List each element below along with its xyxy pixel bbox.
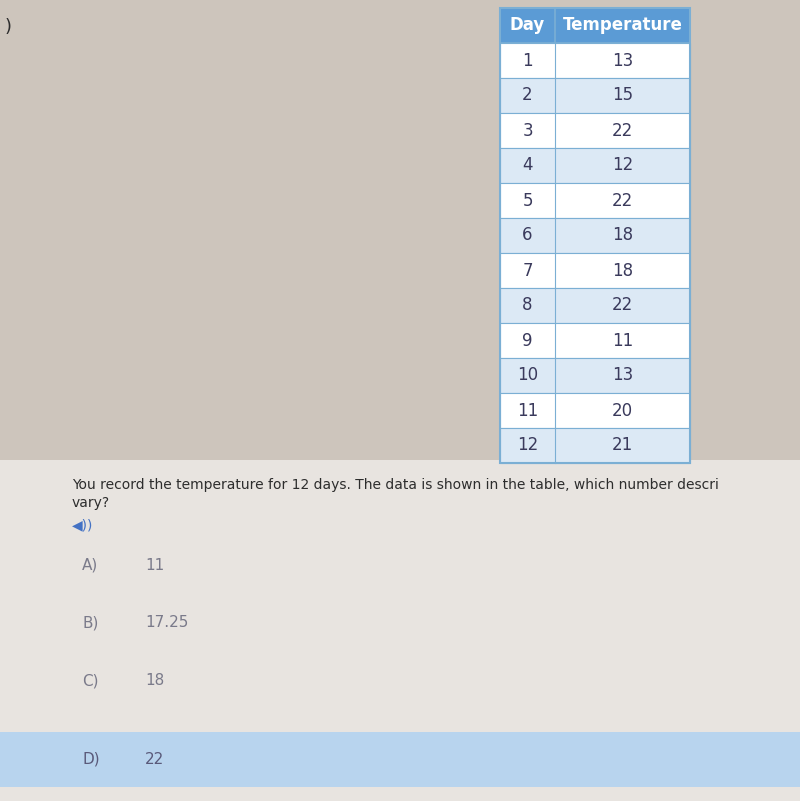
Text: 22: 22 (612, 296, 633, 315)
Text: 13: 13 (612, 51, 633, 70)
Text: You record the temperature for 12 days. The data is shown in the table, which nu: You record the temperature for 12 days. … (72, 478, 719, 492)
Text: 9: 9 (522, 332, 533, 349)
Bar (500, 148, 690, 183)
Text: 3: 3 (522, 122, 533, 139)
Text: 8: 8 (522, 296, 533, 315)
Text: 15: 15 (612, 87, 633, 104)
Bar (0, 460, 800, 801)
Text: 6: 6 (522, 227, 533, 244)
Text: A): A) (82, 558, 98, 573)
Text: 22: 22 (612, 191, 633, 210)
Text: 20: 20 (612, 401, 633, 420)
Text: 22: 22 (145, 752, 164, 767)
Text: 11: 11 (517, 401, 538, 420)
Text: 12: 12 (517, 437, 538, 454)
Text: ): ) (5, 18, 12, 36)
Bar (500, 358, 690, 393)
Text: 2: 2 (522, 87, 533, 104)
Text: 11: 11 (145, 558, 164, 573)
Text: 13: 13 (612, 367, 633, 384)
Bar (500, 43, 690, 78)
Bar (0, 732, 800, 787)
Text: Day: Day (510, 17, 545, 34)
Text: 12: 12 (612, 156, 633, 175)
Bar (500, 288, 690, 323)
Bar (500, 218, 690, 253)
Text: 21: 21 (612, 437, 633, 454)
Text: 22: 22 (612, 122, 633, 139)
Bar (500, 8, 690, 43)
Bar (500, 428, 690, 463)
Text: 1: 1 (522, 51, 533, 70)
Text: Temperature: Temperature (562, 17, 682, 34)
Text: vary?: vary? (72, 496, 110, 510)
Text: B): B) (82, 615, 98, 630)
Text: D): D) (82, 752, 100, 767)
Text: 7: 7 (522, 261, 533, 280)
Text: 5: 5 (522, 191, 533, 210)
Bar (500, 183, 690, 218)
Text: 4: 4 (522, 156, 533, 175)
Bar (500, 113, 690, 148)
Text: 18: 18 (612, 227, 633, 244)
Bar (500, 393, 690, 428)
Text: 18: 18 (612, 261, 633, 280)
Text: 17.25: 17.25 (145, 615, 188, 630)
Text: 18: 18 (145, 673, 164, 688)
Text: ◀)): ◀)) (72, 518, 94, 532)
Bar (500, 8, 690, 463)
Text: 10: 10 (517, 367, 538, 384)
Bar (500, 78, 690, 113)
Text: 11: 11 (612, 332, 633, 349)
Bar (500, 323, 690, 358)
Text: C): C) (82, 673, 98, 688)
Bar (500, 253, 690, 288)
